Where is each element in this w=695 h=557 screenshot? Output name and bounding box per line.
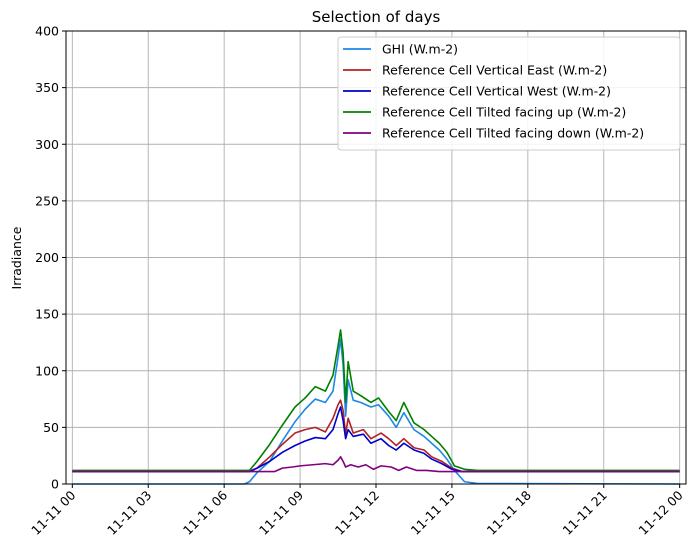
legend: GHI (W.m-2) Reference Cell Vertical East … — [337, 36, 681, 151]
y-tick-label: 150 — [35, 307, 59, 322]
y-tick-label: 0 — [51, 477, 59, 492]
legend-box — [337, 36, 681, 151]
legend-entry: Reference Cell Vertical West (W.m-2) — [382, 84, 611, 99]
y-axis: 0 50 100 150 200 250 300 350 400 — [35, 24, 66, 492]
legend-entry: Reference Cell Tilted facing down (W.m-2… — [382, 126, 644, 141]
series-line-2 — [72, 399, 680, 473]
y-tick-label: 100 — [35, 363, 59, 378]
y-tick-label: 250 — [35, 193, 59, 208]
chart-title: Selection of days — [312, 8, 441, 26]
y-tick-label: 200 — [35, 250, 59, 265]
series-layer — [72, 329, 680, 485]
series-line-3 — [72, 406, 680, 473]
y-axis-label: Irradiance — [9, 226, 24, 289]
y-tick-label: 350 — [35, 80, 59, 95]
legend-entry: Reference Cell Vertical East (W.m-2) — [382, 63, 607, 78]
legend-entry: Reference Cell Tilted facing up (W.m-2) — [382, 105, 626, 120]
series-line-5 — [72, 456, 680, 473]
series-line-1 — [72, 338, 680, 485]
y-tick-label: 400 — [35, 24, 59, 39]
series-line-4 — [72, 329, 680, 472]
y-tick-label: 50 — [43, 420, 59, 435]
legend-entry: GHI (W.m-2) — [382, 42, 458, 57]
y-tick-label: 300 — [35, 137, 59, 152]
